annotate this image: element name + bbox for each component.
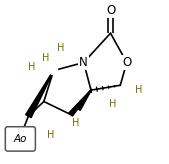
Text: H: H bbox=[135, 85, 143, 95]
Circle shape bbox=[78, 57, 89, 68]
Text: H: H bbox=[109, 99, 117, 109]
Text: O: O bbox=[106, 4, 115, 17]
Text: Ao: Ao bbox=[14, 134, 27, 144]
Text: H: H bbox=[28, 62, 35, 72]
Text: H: H bbox=[57, 43, 65, 53]
Circle shape bbox=[50, 67, 58, 75]
Text: H: H bbox=[72, 118, 79, 128]
Text: N: N bbox=[79, 56, 88, 69]
Circle shape bbox=[106, 6, 115, 15]
Text: H: H bbox=[42, 53, 49, 63]
Text: H: H bbox=[47, 130, 54, 140]
Polygon shape bbox=[69, 90, 91, 116]
Text: O: O bbox=[122, 56, 131, 69]
Circle shape bbox=[122, 58, 132, 67]
FancyBboxPatch shape bbox=[5, 127, 35, 151]
Polygon shape bbox=[26, 71, 54, 118]
Polygon shape bbox=[76, 90, 91, 110]
